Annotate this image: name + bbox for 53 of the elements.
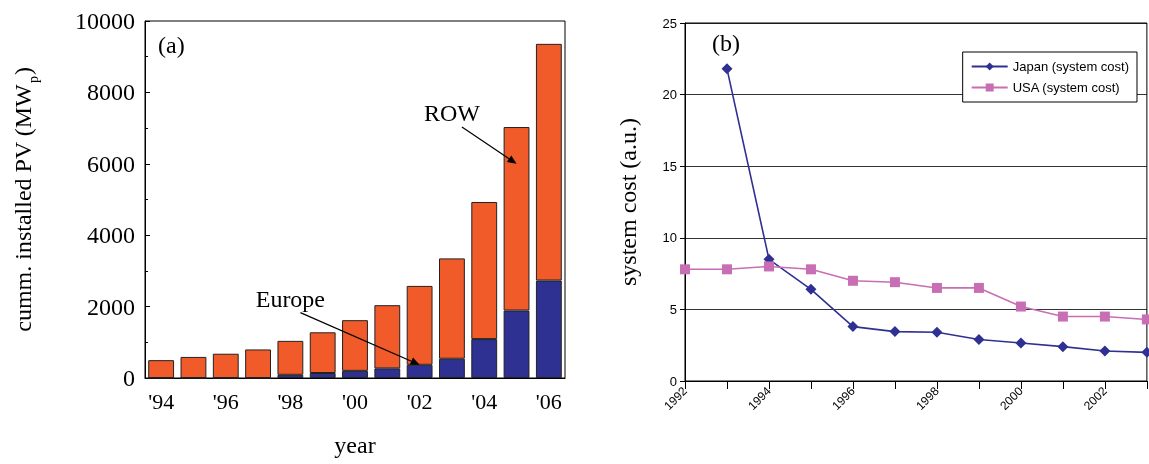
text: Europe	[255, 285, 326, 312]
point	[680, 264, 690, 275]
x-axis-title: year	[334, 432, 376, 458]
x-tick-label: '96	[212, 388, 239, 414]
point	[1057, 341, 1069, 353]
bar	[277, 340, 304, 375]
y-tick-label: 25	[662, 15, 677, 31]
x-tick-label: '06	[535, 388, 562, 414]
point	[1099, 345, 1111, 357]
point	[931, 282, 942, 293]
y-tick-label: 6000	[87, 150, 135, 177]
point	[931, 326, 943, 338]
x-tick-label: '04	[471, 388, 498, 414]
point	[721, 63, 733, 75]
y-tick-label: 10	[662, 230, 677, 246]
point	[847, 321, 859, 333]
y-tick-label: 4000	[87, 222, 135, 249]
legend-label: USA (system cost)	[1012, 80, 1120, 95]
bar	[148, 360, 175, 378]
point	[1015, 337, 1027, 349]
point	[763, 261, 774, 272]
point	[973, 333, 985, 345]
y-tick-label: 20	[662, 87, 677, 103]
bar	[212, 353, 239, 378]
point	[805, 283, 817, 295]
chart-title: (a)	[158, 32, 185, 58]
y-tick-label: 15	[662, 158, 677, 174]
x-tick-label: '02	[406, 388, 433, 414]
x-tick-label: '94	[148, 388, 175, 414]
x-tick-label: '98	[277, 388, 304, 414]
point	[1099, 311, 1110, 322]
bar	[180, 356, 207, 378]
point	[847, 275, 858, 286]
bar	[245, 349, 271, 378]
point	[721, 264, 732, 275]
legend-label: Japan (system cost)	[1012, 59, 1130, 74]
y-tick-label: 0	[123, 365, 135, 391]
y-axis-title: system cost (a.u.)	[615, 118, 641, 286]
y-tick-label: 5	[669, 301, 677, 317]
y-tick-label: 8000	[87, 79, 135, 106]
y-tick-label: 10000	[75, 8, 135, 34]
y-tick-label: 0	[669, 373, 677, 389]
point	[889, 326, 901, 338]
y-axis-title: cumm. installed PV (MWp)	[10, 67, 41, 332]
point	[973, 282, 984, 293]
x-tick-label: '00	[342, 388, 368, 414]
chart-title: (b)	[712, 30, 740, 56]
point	[889, 277, 900, 288]
point	[1015, 301, 1026, 312]
point	[805, 264, 816, 275]
point	[1057, 311, 1068, 322]
y-tick-label: 2000	[87, 293, 135, 320]
series-label: ROW	[423, 99, 481, 126]
